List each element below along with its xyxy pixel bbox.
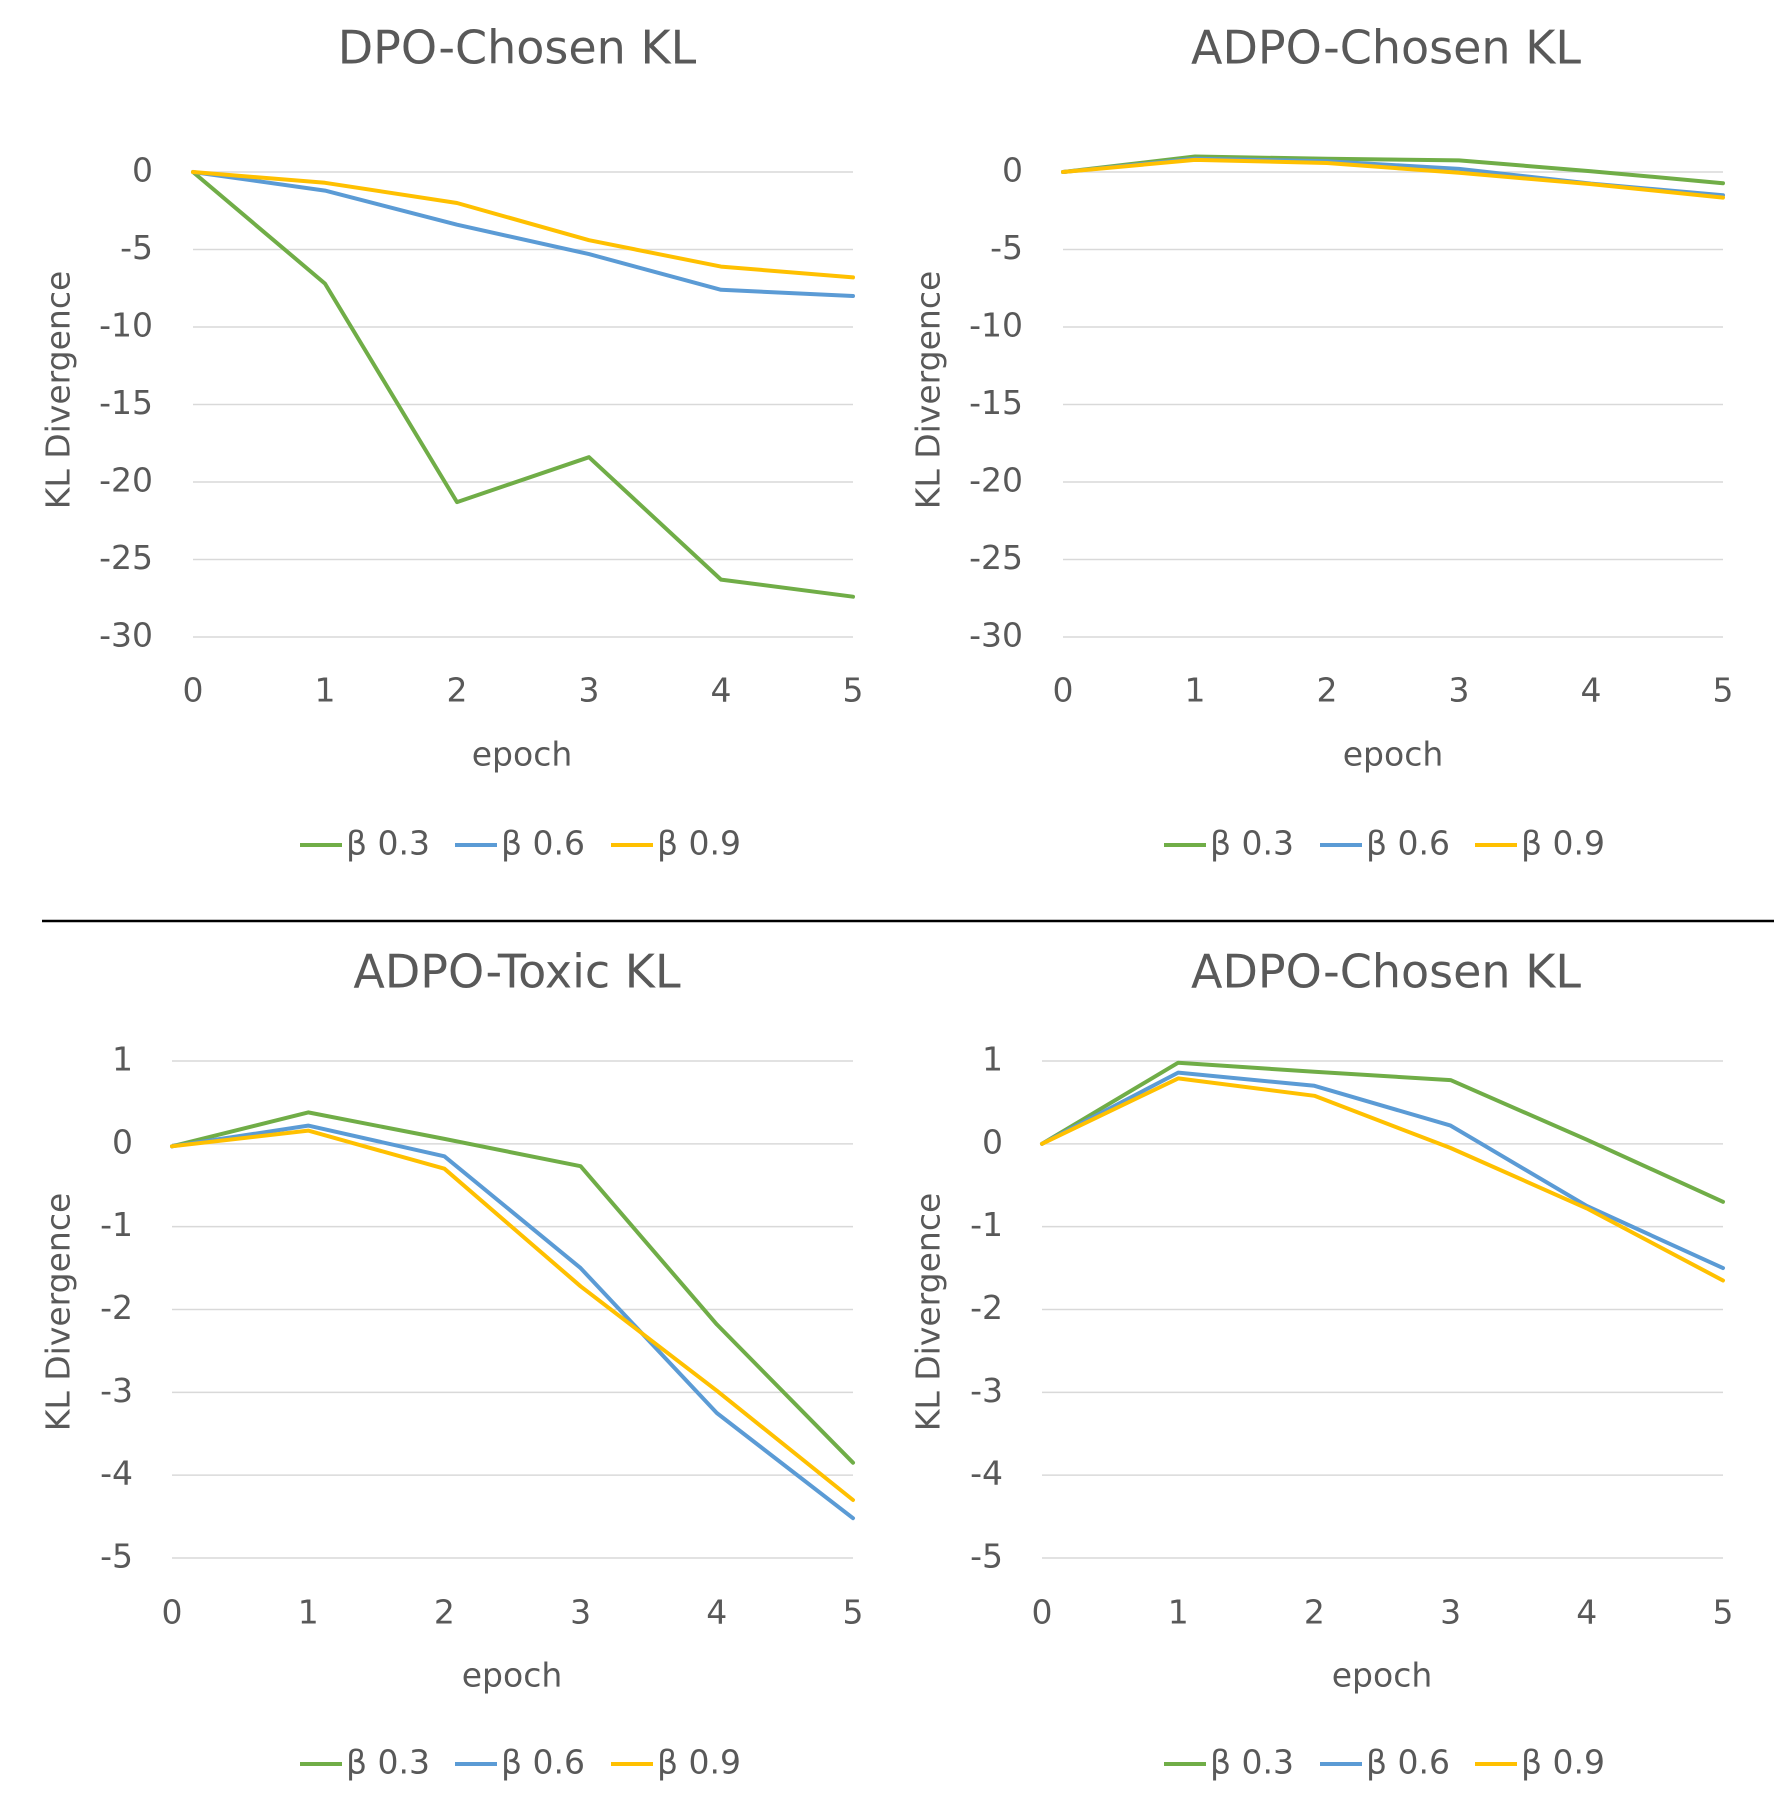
y-tick-label: -25 (99, 538, 153, 577)
y-tick-label: -1 (100, 1205, 133, 1244)
y-axis-label: KL Divergence (39, 271, 78, 510)
y-tick-label: -20 (969, 461, 1023, 500)
x-tick-label: 3 (579, 671, 600, 710)
x-tick-label: 5 (1713, 671, 1734, 710)
legend-label-03: β 0.3 (1210, 824, 1294, 863)
y-axis-label: KL Divergence (909, 271, 948, 510)
series-line-09 (170, 1128, 855, 1502)
y-tick-label: -1 (970, 1205, 1003, 1244)
legend-label-06: β 0.6 (1366, 824, 1450, 863)
series-line-09 (191, 170, 855, 280)
series-line-03 (191, 170, 855, 599)
x-axis-label: epoch (1343, 735, 1444, 774)
y-tick-label: -5 (120, 228, 153, 267)
x-tick-label: 2 (434, 1593, 455, 1632)
y-axis-label: KL Divergence (909, 1193, 948, 1432)
x-tick-label: 1 (1168, 1593, 1189, 1632)
series-line-09 (1061, 157, 1725, 200)
series-line-09 (1040, 1076, 1725, 1283)
chart-title: ADPO-Chosen KL (1191, 945, 1581, 999)
y-tick-label: -5 (990, 228, 1023, 267)
chart-panel-3: ADPO-Toxic KL 1 0 -1 -2 -3 -4 -5 0 1 2 3 4 5 epoch KL D… (39, 945, 864, 1782)
legend-label-06: β 0.6 (501, 1743, 585, 1782)
legend-label-03: β 0.3 (346, 1743, 430, 1782)
y-tick-label: 0 (132, 151, 153, 190)
legend-label-03: β 0.3 (346, 824, 430, 863)
x-tick-label: 5 (1713, 1593, 1734, 1632)
x-tick-label: 3 (1449, 671, 1470, 710)
chart-title: ADPO-Chosen KL (1191, 21, 1581, 75)
x-tick-label: 1 (298, 1593, 319, 1632)
x-axis-label: epoch (472, 735, 573, 774)
legend-label-09: β 0.9 (657, 824, 741, 863)
legend-label-06: β 0.6 (501, 824, 585, 863)
y-tick-label: -10 (99, 306, 153, 345)
x-tick-label: 2 (1304, 1593, 1325, 1632)
legend-label-09: β 0.9 (657, 1743, 741, 1782)
x-tick-label: 0 (183, 671, 204, 710)
y-tick-label: 0 (982, 1122, 1003, 1161)
legend-label-06: β 0.6 (1366, 1743, 1450, 1782)
chart-panel-4: ADPO-Chosen KL 1 0 -1 -2 -3 -4 -5 0 1 2 3 4 5 epoch KL … (909, 945, 1734, 1782)
y-tick-label: 1 (982, 1040, 1003, 1079)
series-line-06 (170, 1123, 855, 1521)
y-tick-label: -15 (969, 383, 1023, 422)
x-axis-label: epoch (462, 1656, 563, 1695)
legend-label-09: β 0.9 (1521, 824, 1605, 863)
y-tick-label: -30 (969, 616, 1023, 655)
y-tick-label: 1 (112, 1040, 133, 1079)
x-tick-label: 5 (843, 1593, 864, 1632)
x-tick-label: 4 (1581, 671, 1602, 710)
x-tick-label: 0 (1032, 1593, 1053, 1632)
legend-label-09: β 0.9 (1521, 1743, 1605, 1782)
series-line-06 (191, 170, 855, 298)
y-tick-label: -30 (99, 616, 153, 655)
series-line-03 (1040, 1060, 1725, 1204)
legend-label-03: β 0.3 (1210, 1743, 1294, 1782)
y-tick-label: -10 (969, 306, 1023, 345)
y-axis-label: KL Divergence (39, 1193, 78, 1432)
series-line-06 (1040, 1070, 1725, 1271)
y-tick-label: -15 (99, 383, 153, 422)
y-tick-label: -4 (100, 1454, 133, 1493)
x-axis-label: epoch (1332, 1656, 1433, 1695)
y-tick-label: -5 (100, 1537, 133, 1576)
chart-title: ADPO-Toxic KL (353, 945, 681, 999)
y-tick-label: -3 (970, 1371, 1003, 1410)
x-tick-label: 3 (1440, 1593, 1461, 1632)
chart-title: DPO-Chosen KL (338, 21, 697, 75)
y-tick-label: 0 (1002, 151, 1023, 190)
series-line-03 (170, 1110, 855, 1465)
y-tick-label: -2 (100, 1288, 133, 1327)
x-tick-label: 3 (570, 1593, 591, 1632)
y-tick-label: -5 (970, 1537, 1003, 1576)
x-tick-label: 2 (447, 671, 468, 710)
chart-panel-2: ADPO-Chosen KL 0 -5 -10 -15 -20 -25 -30 0 1 2 3 4 5 ep… (909, 21, 1734, 863)
x-tick-label: 4 (706, 1593, 727, 1632)
x-tick-label: 4 (1576, 1593, 1597, 1632)
x-tick-label: 4 (711, 671, 732, 710)
x-tick-label: 1 (315, 671, 336, 710)
y-tick-label: -4 (970, 1454, 1003, 1493)
y-tick-label: -3 (100, 1371, 133, 1410)
y-tick-label: -20 (99, 461, 153, 500)
y-tick-label: -2 (970, 1288, 1003, 1327)
x-tick-label: 0 (1053, 671, 1074, 710)
chart-panel-1: DPO-Chosen KL 0 -5 -10 -15 -20 -25 -30 0 1 2 3 4 5 epo… (39, 21, 864, 863)
y-tick-label: -25 (969, 538, 1023, 577)
x-tick-label: 5 (843, 671, 864, 710)
x-tick-label: 0 (162, 1593, 183, 1632)
x-tick-label: 2 (1317, 671, 1338, 710)
y-tick-label: 0 (112, 1122, 133, 1161)
x-tick-label: 1 (1185, 671, 1206, 710)
